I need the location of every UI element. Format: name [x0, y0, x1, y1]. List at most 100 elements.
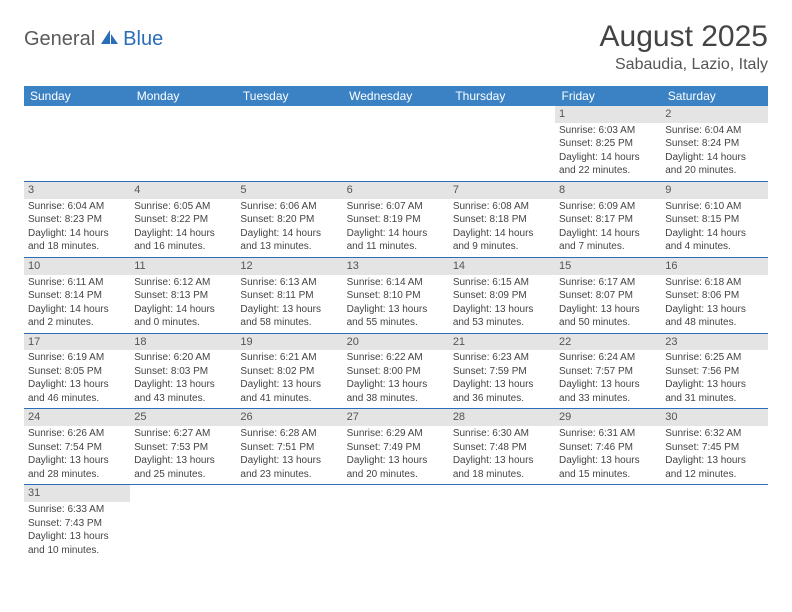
sunrise-text: Sunrise: 6:05 AM [134, 200, 232, 214]
calendar-day: 5Sunrise: 6:06 AMSunset: 8:20 PMDaylight… [236, 181, 342, 257]
day-header: Monday [130, 86, 236, 106]
daylight-text: and 48 minutes. [665, 316, 763, 330]
day-header: Thursday [449, 86, 555, 106]
sunset-text: Sunset: 8:06 PM [665, 289, 763, 303]
day-number: 25 [130, 409, 236, 426]
day-number: 7 [449, 182, 555, 199]
logo: General Blue [24, 28, 163, 51]
daylight-text: Daylight: 13 hours [240, 454, 338, 468]
calendar-empty [343, 106, 449, 181]
calendar-day: 14Sunrise: 6:15 AMSunset: 8:09 PMDayligh… [449, 257, 555, 333]
calendar-day: 12Sunrise: 6:13 AMSunset: 8:11 PMDayligh… [236, 257, 342, 333]
daylight-text: Daylight: 13 hours [559, 378, 657, 392]
sunrise-text: Sunrise: 6:04 AM [665, 124, 763, 138]
calendar-day: 28Sunrise: 6:30 AMSunset: 7:48 PMDayligh… [449, 409, 555, 485]
sunset-text: Sunset: 8:24 PM [665, 137, 763, 151]
calendar-day: 10Sunrise: 6:11 AMSunset: 8:14 PMDayligh… [24, 257, 130, 333]
calendar-empty [130, 106, 236, 181]
sunset-text: Sunset: 7:54 PM [28, 441, 126, 455]
daylight-text: Daylight: 14 hours [453, 227, 551, 241]
daylight-text: and 18 minutes. [28, 240, 126, 254]
daylight-text: and 22 minutes. [559, 164, 657, 178]
sunset-text: Sunset: 8:25 PM [559, 137, 657, 151]
calendar-day: 22Sunrise: 6:24 AMSunset: 7:57 PMDayligh… [555, 333, 661, 409]
daylight-text: Daylight: 13 hours [28, 378, 126, 392]
sunrise-text: Sunrise: 6:14 AM [347, 276, 445, 290]
sunrise-text: Sunrise: 6:24 AM [559, 351, 657, 365]
sunset-text: Sunset: 7:46 PM [559, 441, 657, 455]
sunrise-text: Sunrise: 6:08 AM [453, 200, 551, 214]
month-title: August 2025 [600, 20, 768, 54]
calendar-day: 21Sunrise: 6:23 AMSunset: 7:59 PMDayligh… [449, 333, 555, 409]
daylight-text: and 31 minutes. [665, 392, 763, 406]
daylight-text: and 41 minutes. [240, 392, 338, 406]
sunset-text: Sunset: 8:03 PM [134, 365, 232, 379]
daylight-text: Daylight: 13 hours [559, 303, 657, 317]
daylight-text: and 9 minutes. [453, 240, 551, 254]
daylight-text: and 58 minutes. [240, 316, 338, 330]
calendar-empty [661, 485, 767, 560]
daylight-text: Daylight: 14 hours [28, 303, 126, 317]
calendar-day: 1Sunrise: 6:03 AMSunset: 8:25 PMDaylight… [555, 106, 661, 181]
day-number: 6 [343, 182, 449, 199]
calendar-day: 15Sunrise: 6:17 AMSunset: 8:07 PMDayligh… [555, 257, 661, 333]
daylight-text: and 55 minutes. [347, 316, 445, 330]
sunset-text: Sunset: 8:11 PM [240, 289, 338, 303]
daylight-text: Daylight: 14 hours [347, 227, 445, 241]
daylight-text: and 28 minutes. [28, 468, 126, 482]
daylight-text: and 11 minutes. [347, 240, 445, 254]
calendar-week: 3Sunrise: 6:04 AMSunset: 8:23 PMDaylight… [24, 181, 768, 257]
daylight-text: Daylight: 14 hours [134, 303, 232, 317]
daylight-text: Daylight: 14 hours [240, 227, 338, 241]
sunrise-text: Sunrise: 6:04 AM [28, 200, 126, 214]
day-number: 14 [449, 258, 555, 275]
daylight-text: Daylight: 13 hours [240, 378, 338, 392]
sunrise-text: Sunrise: 6:19 AM [28, 351, 126, 365]
calendar-empty [449, 106, 555, 181]
daylight-text: and 38 minutes. [347, 392, 445, 406]
daylight-text: and 33 minutes. [559, 392, 657, 406]
daylight-text: and 23 minutes. [240, 468, 338, 482]
sunrise-text: Sunrise: 6:18 AM [665, 276, 763, 290]
day-number: 21 [449, 334, 555, 351]
sunset-text: Sunset: 7:57 PM [559, 365, 657, 379]
sunset-text: Sunset: 8:20 PM [240, 213, 338, 227]
daylight-text: Daylight: 13 hours [134, 378, 232, 392]
sunset-text: Sunset: 8:02 PM [240, 365, 338, 379]
sunset-text: Sunset: 7:53 PM [134, 441, 232, 455]
sunset-text: Sunset: 8:19 PM [347, 213, 445, 227]
day-number: 8 [555, 182, 661, 199]
daylight-text: and 15 minutes. [559, 468, 657, 482]
daylight-text: Daylight: 13 hours [347, 378, 445, 392]
daylight-text: and 20 minutes. [665, 164, 763, 178]
calendar-day: 24Sunrise: 6:26 AMSunset: 7:54 PMDayligh… [24, 409, 130, 485]
sunset-text: Sunset: 8:15 PM [665, 213, 763, 227]
calendar-empty [343, 485, 449, 560]
calendar-day: 4Sunrise: 6:05 AMSunset: 8:22 PMDaylight… [130, 181, 236, 257]
sunrise-text: Sunrise: 6:29 AM [347, 427, 445, 441]
daylight-text: Daylight: 13 hours [665, 303, 763, 317]
calendar-day: 30Sunrise: 6:32 AMSunset: 7:45 PMDayligh… [661, 409, 767, 485]
day-header: Saturday [661, 86, 767, 106]
calendar-day: 16Sunrise: 6:18 AMSunset: 8:06 PMDayligh… [661, 257, 767, 333]
day-number: 10 [24, 258, 130, 275]
calendar-day: 29Sunrise: 6:31 AMSunset: 7:46 PMDayligh… [555, 409, 661, 485]
calendar-week: 24Sunrise: 6:26 AMSunset: 7:54 PMDayligh… [24, 409, 768, 485]
sunrise-text: Sunrise: 6:31 AM [559, 427, 657, 441]
sunrise-text: Sunrise: 6:11 AM [28, 276, 126, 290]
calendar-day: 2Sunrise: 6:04 AMSunset: 8:24 PMDaylight… [661, 106, 767, 181]
daylight-text: Daylight: 13 hours [28, 530, 126, 544]
day-number: 28 [449, 409, 555, 426]
calendar-day: 20Sunrise: 6:22 AMSunset: 8:00 PMDayligh… [343, 333, 449, 409]
sunrise-text: Sunrise: 6:30 AM [453, 427, 551, 441]
daylight-text: Daylight: 13 hours [559, 454, 657, 468]
daylight-text: and 25 minutes. [134, 468, 232, 482]
sunset-text: Sunset: 8:00 PM [347, 365, 445, 379]
calendar-day: 18Sunrise: 6:20 AMSunset: 8:03 PMDayligh… [130, 333, 236, 409]
sunset-text: Sunset: 8:09 PM [453, 289, 551, 303]
day-number: 27 [343, 409, 449, 426]
sunset-text: Sunset: 7:48 PM [453, 441, 551, 455]
calendar-day: 6Sunrise: 6:07 AMSunset: 8:19 PMDaylight… [343, 181, 449, 257]
daylight-text: Daylight: 14 hours [665, 227, 763, 241]
day-number: 1 [555, 106, 661, 123]
